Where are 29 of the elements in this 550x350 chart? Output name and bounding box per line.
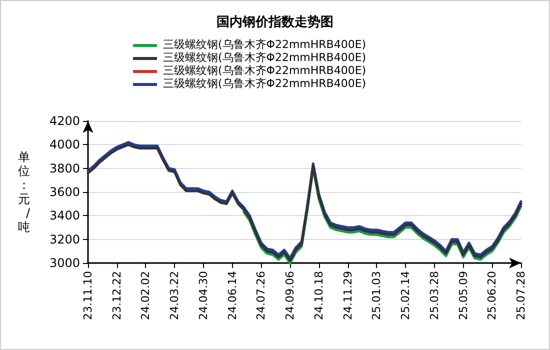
y-tick-label: 3600 <box>49 185 80 199</box>
x-tick-label: 25.01.03 <box>370 271 384 320</box>
legend-label: 三级螺纹钢(乌鲁木齐Φ22mmHRB400E) <box>163 64 366 77</box>
x-tick-label: 24.09.06 <box>284 271 297 320</box>
chart-title: 国内钢价指数走势图 <box>216 14 334 30</box>
x-tick-label: 23.12.22 <box>110 271 124 320</box>
y-tick-label: 3200 <box>49 232 80 246</box>
x-tick-label: 25.06.20 <box>486 271 499 320</box>
y-tick-label: 3400 <box>49 208 80 223</box>
y-axis-title: 单位：元/吨 <box>18 150 31 234</box>
x-tick-label: 24.07.26 <box>254 271 268 320</box>
y-tick-label: 4200 <box>49 114 80 128</box>
x-tick-label: 23.11.10 <box>82 271 94 320</box>
x-tick-label: 25.02.14 <box>399 271 412 320</box>
x-tick-label: 24.04.30 <box>196 271 210 320</box>
y-tick-label: 4000 <box>49 138 80 152</box>
x-tick-label: 25.07.28 <box>514 271 528 320</box>
legend-label: 三级螺纹钢(乌鲁木齐Φ22mmHRB400E) <box>163 51 366 64</box>
x-tick-label: 24.03.22 <box>168 271 182 320</box>
x-tick-label: 25.03.28 <box>428 271 441 320</box>
x-tick-label: 24.10.18 <box>312 271 326 320</box>
y-tick-label: 3000 <box>49 256 80 270</box>
y-tick-label: 3800 <box>49 161 80 176</box>
x-tick-label: 24.02.02 <box>139 271 152 320</box>
x-tick-label: 24.06.14 <box>226 271 239 320</box>
x-tick-label: 24.11.29 <box>341 271 354 320</box>
legend-label: 三级螺纹钢(乌鲁木齐Φ22mmHRB400E) <box>163 77 366 90</box>
x-tick-label: 25.05.09 <box>456 271 470 320</box>
legend-label: 三级螺纹钢(乌鲁木齐Φ22mmHRB400E) <box>163 38 366 51</box>
